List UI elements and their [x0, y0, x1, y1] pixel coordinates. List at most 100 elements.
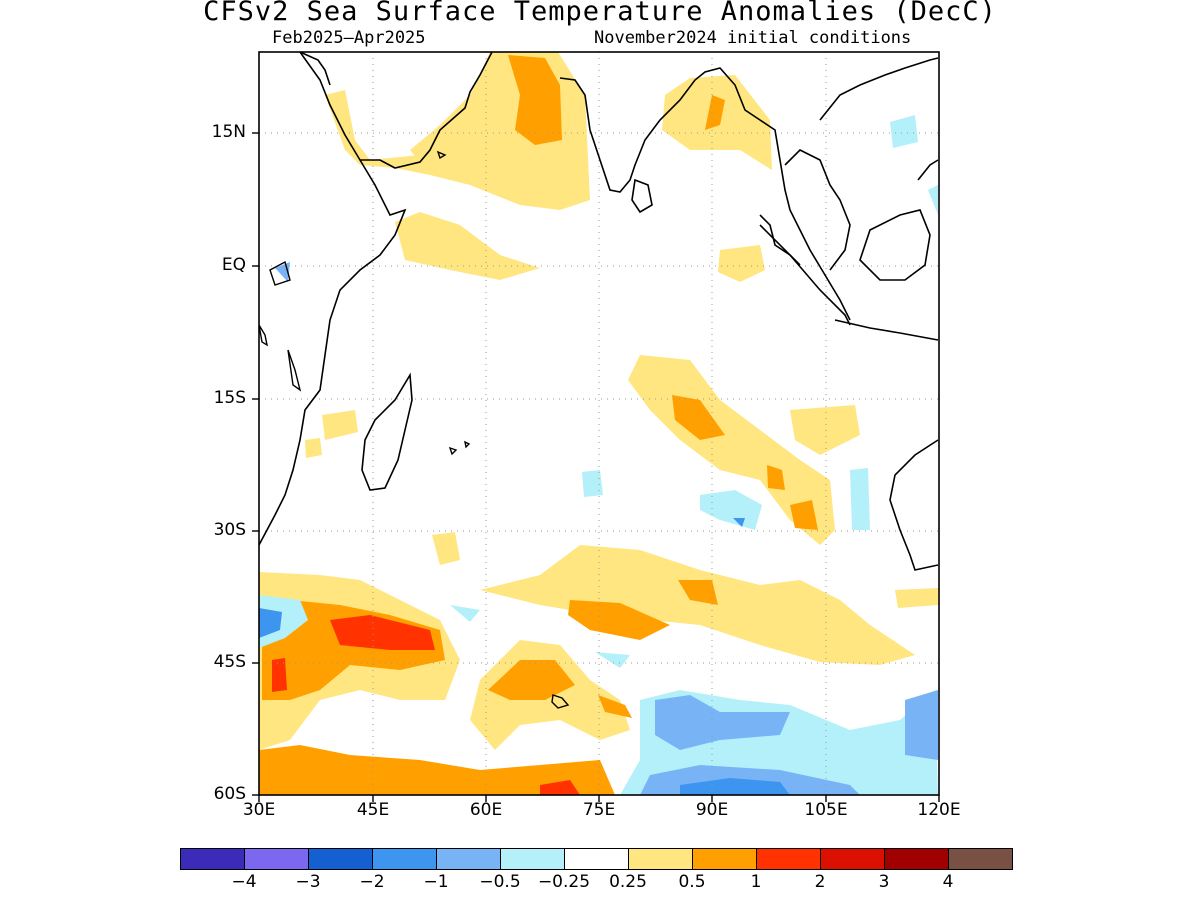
- colorbar-swatch: [181, 849, 245, 869]
- lat-label-eq: EQ: [221, 255, 246, 275]
- java: [834, 319, 939, 341]
- lon-label-45e: 45E: [356, 800, 390, 820]
- colorbar-label: 4: [942, 872, 954, 892]
- lat-label-15s: 15S: [213, 388, 246, 408]
- se-asia-north: [819, 57, 939, 121]
- colorbar-label: −0.5: [479, 872, 521, 892]
- mauritius: [448, 446, 458, 456]
- anomaly-negative-30s: [700, 490, 762, 530]
- philippines: [917, 159, 939, 181]
- anomaly-negative-ne: [890, 115, 918, 148]
- colorbar-swatch: [565, 849, 629, 869]
- coastlines: [259, 52, 939, 571]
- lon-label-30e: 30E: [242, 800, 276, 820]
- colorbar-label: −0.25: [537, 872, 591, 892]
- australia-west: [889, 439, 939, 571]
- anomaly-negative-30s-core: [733, 518, 745, 527]
- anomaly-negative-se: [905, 690, 938, 760]
- lon-label-105e: 105E: [804, 800, 848, 820]
- anomaly-south-band-core: [568, 600, 670, 640]
- arabia-coast: [299, 52, 331, 86]
- anomaly-negative-east: [850, 468, 870, 530]
- colorbar-label: 3: [878, 872, 890, 892]
- colorbar-label: 0.25: [609, 872, 647, 892]
- axis-ticks: [252, 132, 940, 802]
- colorbar: [180, 848, 1013, 870]
- anomaly-arabian-sea-core: [508, 55, 562, 145]
- india-coast: [559, 67, 851, 321]
- anomaly-negative-sw-core: [259, 608, 282, 638]
- anomaly-field: [259, 52, 939, 795]
- anomaly-arabian-sea: [410, 52, 590, 210]
- borneo: [859, 209, 931, 281]
- kerguelen: [551, 694, 570, 709]
- anomaly-equatorial-west: [395, 212, 540, 280]
- lat-label-30s: 30S: [213, 520, 246, 540]
- anomaly-negative-south-core: [655, 695, 790, 750]
- small-islands: [259, 150, 570, 709]
- map-title: CFSv2 Sea Surface Temperature Anomalies …: [203, 0, 997, 27]
- anomaly-south-east: [790, 405, 860, 455]
- lon-label-90e: 90E: [695, 800, 729, 820]
- lat-label-45s: 45S: [213, 652, 246, 672]
- anomaly-core-3: [790, 500, 818, 530]
- anomaly-madagascar-east: [322, 410, 358, 440]
- indochina: [784, 149, 851, 271]
- lake-tanganyika: [259, 324, 268, 347]
- lat-label-15n: 15N: [211, 122, 246, 142]
- forecast-period: Feb2025–Apr2025: [272, 28, 426, 48]
- reunion: [464, 440, 471, 449]
- lon-label-60e: 60E: [469, 800, 503, 820]
- lat-label-60s: 60S: [213, 784, 246, 804]
- anomaly-south-central-core: [672, 395, 725, 440]
- colorbar-swatch: [629, 849, 693, 869]
- lon-label-120e: 120E: [917, 800, 961, 820]
- anomaly-negative-east-sea: [928, 185, 938, 215]
- anomaly-southwest-max-2: [272, 658, 287, 692]
- sri-lanka: [631, 178, 653, 214]
- anomaly-central-south-core: [488, 660, 575, 700]
- colorbar-swatch: [501, 849, 565, 869]
- colorbar-label: 2: [814, 872, 826, 892]
- anomaly-red-sea: [325, 90, 430, 175]
- anomaly-southern-orange: [259, 745, 615, 795]
- anomaly-sumatra: [718, 245, 765, 282]
- colorbar-swatch: [437, 849, 501, 869]
- colorbar-label: 0.5: [678, 872, 706, 892]
- anomaly-core-2: [767, 465, 785, 490]
- anomaly-far-east-band: [895, 588, 938, 608]
- colorbar-label: −3: [295, 872, 321, 892]
- africa-coast: [299, 52, 493, 169]
- colorbar-label: 1: [750, 872, 762, 892]
- malay-peninsula: [759, 214, 801, 266]
- initial-conditions: November2024 initial conditions: [594, 28, 912, 48]
- lake-victoria: [269, 260, 291, 286]
- colorbar-swatch: [309, 849, 373, 869]
- anomaly-negative-40s: [450, 605, 480, 622]
- colorbar-label: −1: [423, 872, 449, 892]
- colorbar-swatch: [757, 849, 821, 869]
- anomaly-negative-20s: [582, 470, 603, 497]
- colorbar-label: −4: [231, 872, 257, 892]
- lon-label-75e: 75E: [582, 800, 616, 820]
- colorbar-swatch: [373, 849, 437, 869]
- socotra: [436, 150, 447, 160]
- colorbar-swatch: [693, 849, 757, 869]
- lake-malawi: [287, 349, 302, 392]
- anomaly-bay-of-bengal-core: [705, 95, 725, 130]
- anomaly-negative-45s: [595, 652, 630, 668]
- anomaly-core-4: [598, 695, 632, 718]
- anomaly-mozambique: [305, 438, 322, 458]
- anomaly-southwest-max: [330, 615, 435, 650]
- anomaly-south-band: [480, 545, 915, 665]
- horn-of-africa: [259, 159, 407, 546]
- sumatra: [759, 224, 851, 326]
- anomaly-negative-sw: [259, 595, 308, 648]
- madagascar: [361, 372, 413, 491]
- anomaly-30s-west: [432, 532, 460, 565]
- anomaly-negative-south-deep: [680, 778, 790, 795]
- colorbar-label: −2: [359, 872, 385, 892]
- colorbar-swatch: [949, 849, 1012, 869]
- colorbar-swatch: [885, 849, 949, 869]
